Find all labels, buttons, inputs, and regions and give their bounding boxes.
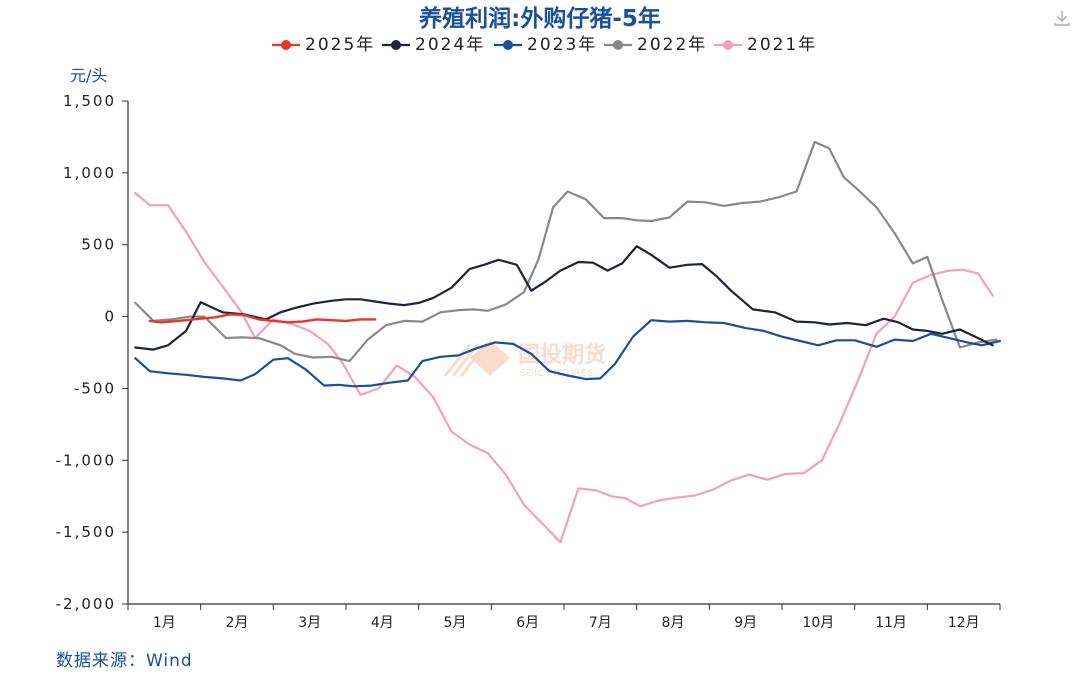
series-line-2025年 [148, 313, 377, 324]
x-axis: 1月 2月 3月 4月 5月 6月 7月 8月 9月 10月 11月 12月 [127, 603, 1001, 631]
x-tick-label: 7月 [589, 615, 612, 631]
x-tick-label: 3月 [298, 615, 321, 631]
x-tick-label: 5月 [444, 615, 467, 631]
legend-label: 2021年 [747, 35, 817, 55]
x-tick-label: 9月 [734, 615, 757, 631]
y-tick-label: 1,000 [63, 164, 116, 182]
legend-item: 2023年 [494, 35, 597, 55]
x-tick-label: 12月 [948, 615, 980, 631]
legend-item: 2024年 [382, 35, 485, 55]
y-tick-label: -1,000 [56, 451, 116, 469]
legend-marker [503, 40, 513, 50]
legend-label: 2024年 [415, 35, 485, 55]
legend-label: 2025年 [305, 35, 375, 55]
legend-marker [391, 40, 401, 50]
legend-label: 2022年 [637, 35, 707, 55]
y-tick-label: -2,000 [56, 595, 116, 613]
download-icon[interactable] [1052, 8, 1072, 28]
series-line-2022年 [134, 140, 998, 363]
x-tick-label: 8月 [662, 615, 685, 631]
watermark: 国投期货 SDIC FUTURES [443, 340, 606, 379]
y-axis: 1,500 1,000 500 0 -500 -1,000 -1,500 -2,000 [56, 92, 129, 613]
legend-item: 2021年 [714, 35, 817, 55]
series-line-2023年 [134, 319, 1002, 388]
series-group [134, 140, 1002, 544]
x-tick-label: 4月 [371, 615, 394, 631]
y-axis-label: 元/头 [70, 66, 107, 85]
legend-marker [613, 40, 623, 50]
legend-item: 2025年 [272, 35, 375, 55]
x-tick-label: 2月 [226, 615, 249, 631]
legend: 2025年 2024年 2023年 2022年 2021年 [272, 35, 817, 55]
x-tick-label: 6月 [516, 615, 539, 631]
y-tick-label: 1,500 [63, 92, 116, 110]
y-tick-label: 0 [104, 308, 116, 326]
watermark-logo [443, 340, 510, 377]
source-note: 数据来源：Wind [56, 651, 193, 671]
y-tick-label: 500 [81, 236, 116, 254]
x-tick-label: 1月 [153, 615, 176, 631]
chart-title: 养殖利润:外购仔猪-5年 [418, 5, 661, 32]
legend-marker [723, 40, 733, 50]
y-tick-label: -500 [74, 379, 116, 397]
legend-label: 2023年 [527, 35, 597, 55]
x-tick-label: 11月 [875, 615, 907, 631]
legend-item: 2022年 [604, 35, 707, 55]
legend-marker [281, 40, 291, 50]
x-tick-label: 10月 [802, 615, 834, 631]
series-line-2024年 [134, 245, 994, 351]
y-tick-label: -1,500 [56, 523, 116, 541]
